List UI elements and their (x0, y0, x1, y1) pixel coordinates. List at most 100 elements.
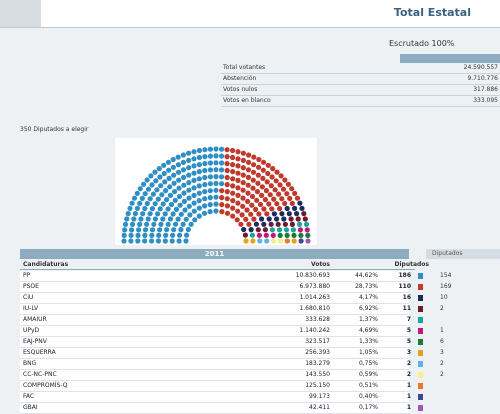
seat-dot (202, 161, 208, 167)
seat-dot (175, 169, 182, 175)
seat-dot (144, 177, 150, 183)
party-color-swatch (418, 317, 423, 323)
seat-dot (151, 221, 157, 227)
previous-seats-label: Diputados (432, 250, 463, 257)
seat-dot (169, 238, 175, 244)
previous-seats-cell: 1 (428, 326, 500, 336)
seat-dot (249, 202, 255, 208)
seat-dot (162, 211, 168, 217)
seat-dot (288, 216, 294, 222)
seat-dot (150, 191, 156, 197)
party-percent: 4,17% (358, 294, 378, 301)
party-color-swatch (418, 328, 423, 334)
seat-dot (172, 197, 178, 203)
seat-dot (192, 217, 198, 223)
seat-dot (173, 206, 179, 212)
header-divider (0, 27, 500, 28)
party-color-swatch (418, 295, 423, 301)
previous-seats-cell: 169 (428, 282, 500, 292)
party-percent: 0,75% (358, 360, 378, 367)
previous-seats-value: 169 (440, 283, 452, 290)
summary-label: Votos nulos (223, 86, 258, 93)
previous-seats-value: 6 (440, 338, 444, 345)
seat-dot (266, 201, 272, 207)
seat-dot (175, 162, 181, 168)
party-name: CC-NC-PNC (23, 371, 57, 378)
seat-dot (202, 167, 208, 174)
seat-dot (196, 169, 202, 175)
hemicycle-svg (121, 146, 311, 244)
seat-dot (277, 232, 283, 238)
seat-dot (284, 191, 290, 197)
seat-dot (250, 169, 257, 175)
previous-seats-cell: 3 (428, 348, 500, 358)
seat-dot (168, 201, 175, 208)
seat-dot (152, 201, 158, 207)
seat-dot (256, 156, 262, 163)
seat-dot (305, 238, 311, 244)
party-votes: 323.517 (305, 338, 330, 345)
previous-seats-cell: 2 (428, 370, 500, 380)
previous-seats-header: Diputados (426, 249, 500, 259)
seat-dot (167, 192, 173, 198)
seat-dot (274, 169, 280, 175)
table-row: CiU 1.014.263 4,17% 16 (20, 293, 411, 304)
seat-dot (219, 160, 225, 166)
seat-dot (138, 216, 144, 222)
seat-dot (153, 178, 159, 184)
seat-dot (196, 154, 202, 161)
results-table-header: Candidaturas Votos Diputados (20, 260, 429, 270)
seat-dot (281, 216, 287, 222)
seat-dot (181, 174, 187, 180)
party-seats: 186 (398, 272, 411, 279)
col-header-votos: Votos (311, 261, 330, 268)
previous-seats-cell: 10 (428, 293, 500, 303)
party-seats: 1 (406, 404, 411, 411)
seat-dot (251, 162, 257, 168)
seat-dot (240, 180, 246, 186)
seat-dot (224, 196, 230, 202)
previous-seats-cell (428, 381, 500, 391)
seat-dot (160, 201, 166, 207)
seat-dot (147, 196, 153, 202)
party-seats: 5 (406, 327, 411, 334)
seat-dot (196, 198, 202, 204)
seat-dot (177, 232, 183, 238)
seat-dot (284, 232, 290, 238)
seat-dot (219, 174, 225, 180)
seat-dot (207, 195, 213, 201)
seat-dot (297, 200, 303, 206)
seat-dot (243, 216, 249, 222)
party-seats: 2 (406, 371, 411, 378)
seat-dot (292, 205, 298, 211)
seat-dot (142, 191, 148, 197)
seat-dot (163, 188, 169, 194)
party-name: ESQUERRA (23, 349, 56, 356)
seat-dot (187, 212, 193, 218)
previous-seats-cell: 2 (428, 359, 500, 369)
seat-dot (257, 238, 263, 244)
page-title: Total Estatal (393, 6, 471, 19)
seat-dot (245, 182, 251, 188)
seat-dot (185, 226, 191, 233)
previous-seats-cell (428, 315, 500, 325)
seat-dot (196, 205, 202, 211)
table-row: PSOE 6.973.880 28,73% 110 (20, 282, 411, 293)
seat-dot (170, 164, 176, 170)
seat-dot (155, 196, 161, 202)
party-name: AMAIUR (23, 316, 47, 323)
seat-dot (266, 216, 272, 222)
seat-dot (134, 205, 140, 211)
seat-dot (158, 183, 164, 189)
party-name: GBAI (23, 404, 38, 411)
seat-dot (152, 216, 158, 222)
seat-dot (303, 221, 310, 227)
seat-dot (270, 166, 276, 172)
seat-dot (202, 182, 208, 188)
seat-dot (191, 192, 197, 198)
seat-dot (156, 232, 162, 238)
seat-dot (128, 232, 134, 238)
seat-dot (246, 152, 252, 158)
seat-dot (284, 238, 290, 244)
seat-dot (196, 183, 202, 189)
